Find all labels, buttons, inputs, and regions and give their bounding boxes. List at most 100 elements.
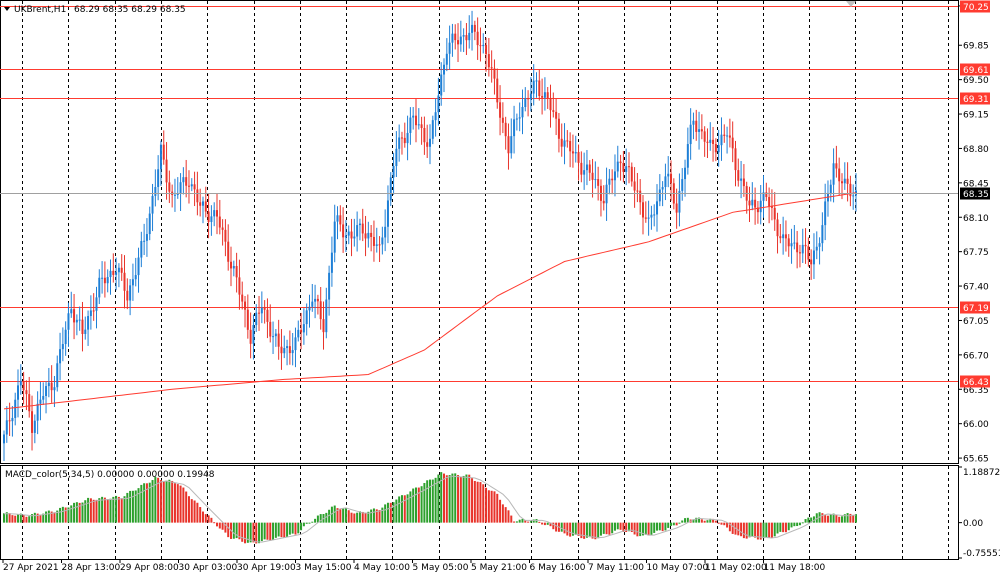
candle-body bbox=[661, 187, 664, 190]
candle-body bbox=[832, 163, 835, 185]
macd-bar bbox=[70, 505, 73, 523]
candle-body bbox=[162, 144, 165, 160]
symbol-timeframe[interactable]: UKBrent,H1 bbox=[14, 5, 66, 15]
macd-bar bbox=[361, 511, 364, 523]
candle-body bbox=[807, 246, 810, 260]
macd-bar bbox=[630, 522, 633, 533]
macd-bar bbox=[123, 496, 126, 523]
one-click-trading-arrow-icon[interactable] bbox=[846, 1, 856, 7]
candle-body bbox=[221, 227, 224, 230]
macd-bar bbox=[386, 502, 389, 523]
candle-body bbox=[336, 215, 339, 222]
macd-bar bbox=[25, 516, 28, 523]
macd-bar bbox=[417, 487, 420, 523]
macd-bar bbox=[375, 509, 378, 523]
macd-bar bbox=[695, 517, 698, 523]
candle-body bbox=[356, 225, 359, 237]
candle-body bbox=[39, 399, 42, 404]
time-tick-label: 30 Apr 03:00 bbox=[179, 563, 238, 573]
macd-bar bbox=[403, 495, 406, 523]
candle-body bbox=[619, 161, 622, 164]
candle-body bbox=[367, 232, 370, 239]
candle-body bbox=[465, 35, 468, 41]
macd-axis: 1.18872 0.00 -0.75551 bbox=[958, 466, 1000, 559]
candle-body bbox=[103, 277, 106, 284]
candle-body bbox=[53, 387, 56, 391]
candle-body bbox=[426, 142, 429, 147]
macd-bar bbox=[855, 514, 857, 523]
candle-body bbox=[350, 231, 353, 239]
candle-body bbox=[518, 117, 521, 119]
macd-bar bbox=[120, 498, 123, 523]
macd-bar bbox=[353, 513, 356, 523]
time-tick-label: 10 May 07:00 bbox=[647, 563, 709, 573]
candle-body bbox=[762, 192, 765, 201]
macd-bar bbox=[459, 476, 462, 523]
vertical-grid bbox=[22, 1, 949, 559]
candle-body bbox=[364, 233, 367, 239]
macd-bar bbox=[468, 474, 471, 523]
candle-body bbox=[210, 216, 213, 223]
symbol-menu-arrow-icon[interactable] bbox=[4, 7, 10, 11]
time-tick-label: 28 Apr 13:00 bbox=[62, 563, 121, 573]
candle-body bbox=[244, 301, 247, 310]
candle-body bbox=[406, 132, 409, 144]
candle-body bbox=[14, 399, 17, 418]
candles bbox=[3, 10, 857, 462]
candle-body bbox=[457, 40, 460, 45]
macd-indicator-label[interactable]: MACD_color(5,34,5) 0.00000 0.00000 0.199… bbox=[5, 470, 215, 480]
macd-bar bbox=[642, 522, 644, 536]
macd-bar bbox=[499, 499, 502, 523]
candle-body bbox=[33, 420, 36, 433]
macd-bar bbox=[22, 514, 25, 523]
macd-bar bbox=[684, 518, 687, 523]
candle-body bbox=[137, 257, 140, 276]
candle-body bbox=[543, 92, 546, 98]
macd-bar bbox=[193, 500, 196, 523]
macd-bar bbox=[319, 514, 322, 523]
candle-body bbox=[471, 24, 474, 33]
macd-bar bbox=[3, 513, 5, 523]
price-pane-border bbox=[0, 0, 959, 464]
candle-body bbox=[56, 363, 59, 388]
macd-bar bbox=[434, 477, 437, 523]
candle-body bbox=[541, 96, 544, 98]
candle-body bbox=[403, 137, 406, 144]
macd-bar bbox=[238, 522, 241, 540]
macd-bar bbox=[143, 483, 146, 523]
candle-body bbox=[686, 144, 689, 168]
candle-body bbox=[283, 348, 286, 354]
candle-body bbox=[670, 173, 673, 184]
macd-bar bbox=[227, 522, 230, 538]
candle-body bbox=[190, 184, 193, 187]
candle-body bbox=[50, 382, 53, 391]
candle-body bbox=[594, 179, 597, 181]
macd-bar bbox=[443, 473, 446, 523]
macd-bar bbox=[605, 522, 608, 535]
horizontal-levels bbox=[0, 6, 958, 382]
candle-body bbox=[681, 179, 684, 191]
price-tick-label: 69.85 bbox=[963, 42, 989, 52]
candle-body bbox=[776, 219, 779, 237]
macd-bar bbox=[826, 515, 829, 523]
macd-bar bbox=[793, 522, 796, 527]
candle-body bbox=[106, 277, 109, 284]
macd-bar bbox=[185, 491, 188, 523]
candle-body bbox=[227, 241, 230, 262]
macd-bar bbox=[482, 484, 485, 523]
candle-body bbox=[389, 177, 392, 201]
macd-bar bbox=[196, 502, 199, 523]
candle-body bbox=[440, 74, 443, 96]
candle-body bbox=[521, 106, 524, 118]
macd-bar bbox=[39, 514, 42, 523]
candle-body bbox=[473, 24, 476, 32]
candle-body bbox=[501, 117, 504, 123]
candle-body bbox=[213, 210, 216, 217]
macd-bar bbox=[751, 522, 754, 537]
candle-body bbox=[602, 200, 605, 204]
macd-bar bbox=[426, 480, 429, 523]
candle-body bbox=[179, 182, 182, 194]
candle-body bbox=[409, 117, 412, 133]
macd-bar bbox=[852, 514, 855, 523]
candle-body bbox=[235, 265, 238, 278]
